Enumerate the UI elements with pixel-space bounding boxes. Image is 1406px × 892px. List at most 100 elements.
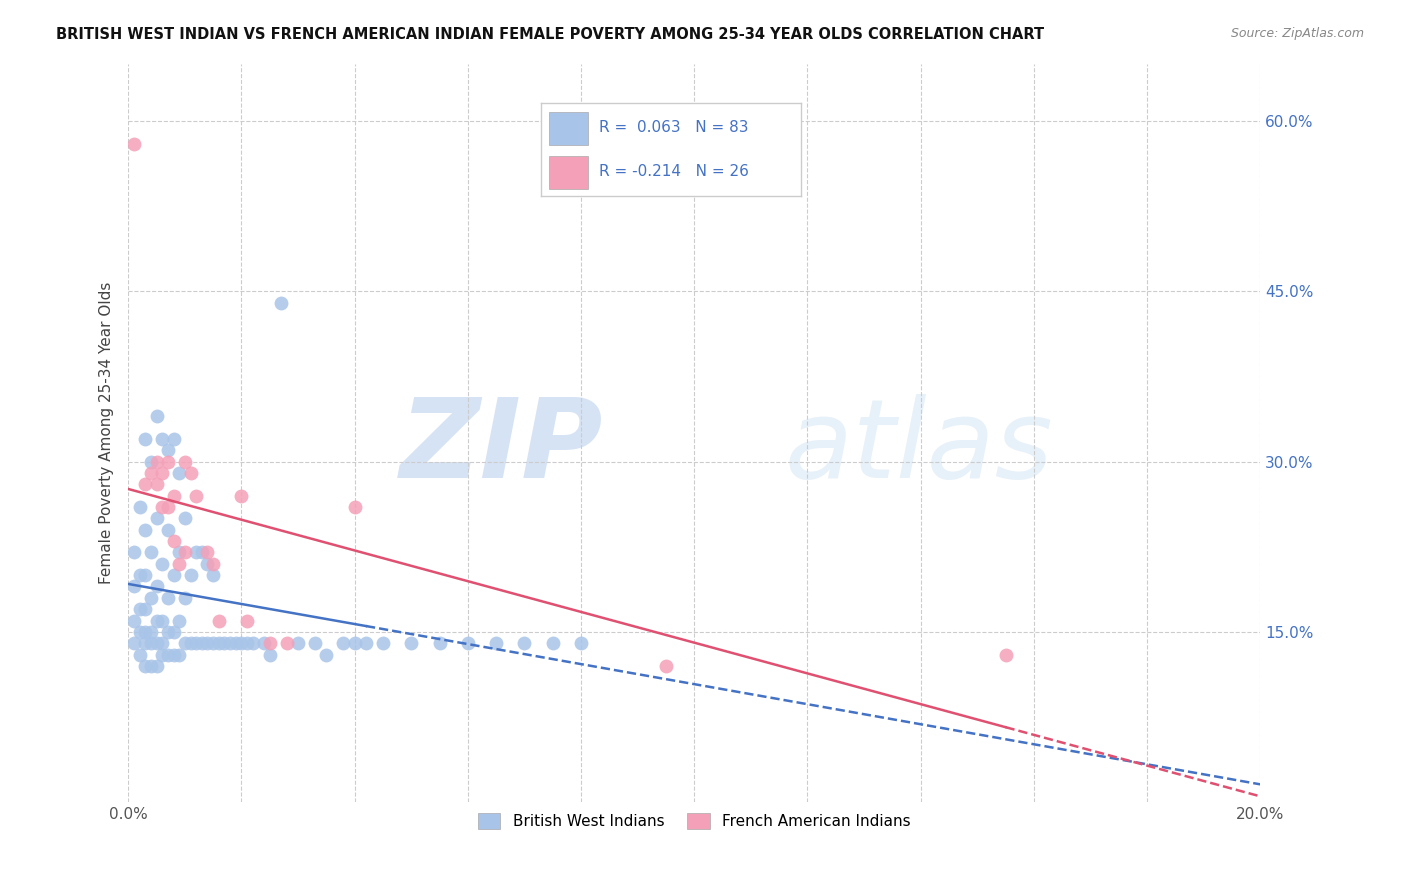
Point <box>332 636 354 650</box>
Point <box>134 568 156 582</box>
Point <box>167 466 190 480</box>
Point <box>134 659 156 673</box>
Point <box>304 636 326 650</box>
Point <box>167 614 190 628</box>
Point <box>162 489 184 503</box>
Point <box>122 579 145 593</box>
Point <box>231 489 253 503</box>
Point <box>236 636 259 650</box>
Point <box>134 636 156 650</box>
Point <box>150 614 173 628</box>
FancyBboxPatch shape <box>550 156 588 189</box>
Point <box>315 648 337 662</box>
Text: ZIP: ZIP <box>401 394 603 501</box>
Legend: British West Indians, French American Indians: British West Indians, French American In… <box>471 807 917 835</box>
Point <box>179 466 201 480</box>
Point <box>145 511 167 525</box>
Point <box>569 636 592 650</box>
Point <box>167 648 190 662</box>
Point <box>128 568 150 582</box>
Point <box>429 636 451 650</box>
Point <box>122 545 145 559</box>
Point <box>371 636 394 650</box>
Point <box>225 636 247 650</box>
Point <box>139 545 162 559</box>
Point <box>156 648 179 662</box>
Point <box>242 636 264 650</box>
Point <box>145 579 167 593</box>
Point <box>134 602 156 616</box>
Point <box>186 545 208 559</box>
Text: BRITISH WEST INDIAN VS FRENCH AMERICAN INDIAN FEMALE POVERTY AMONG 25-34 YEAR OL: BRITISH WEST INDIAN VS FRENCH AMERICAN I… <box>56 27 1045 42</box>
Point <box>401 636 423 650</box>
Point <box>253 636 276 650</box>
Point <box>128 624 150 639</box>
Point <box>156 454 179 468</box>
Point <box>156 591 179 605</box>
Text: Source: ZipAtlas.com: Source: ZipAtlas.com <box>1230 27 1364 40</box>
Point <box>186 636 208 650</box>
Point <box>139 466 162 480</box>
Point <box>150 432 173 446</box>
Point <box>145 659 167 673</box>
Point <box>202 636 225 650</box>
Point <box>134 477 156 491</box>
Point <box>208 636 231 650</box>
Point <box>139 659 162 673</box>
Point <box>139 454 162 468</box>
Point <box>139 591 162 605</box>
Point <box>134 624 156 639</box>
Text: R = -0.214   N = 26: R = -0.214 N = 26 <box>599 164 748 179</box>
Point <box>343 500 366 514</box>
Point <box>197 557 219 571</box>
Point <box>219 636 242 650</box>
Point <box>354 636 377 650</box>
Point <box>162 534 184 549</box>
Point <box>202 557 225 571</box>
Y-axis label: Female Poverty Among 25-34 Year Olds: Female Poverty Among 25-34 Year Olds <box>100 282 114 584</box>
Point <box>145 636 167 650</box>
Point <box>128 602 150 616</box>
Point <box>541 636 564 650</box>
Point <box>139 636 162 650</box>
Point <box>122 136 145 151</box>
Point <box>156 624 179 639</box>
Point <box>513 636 536 650</box>
Point <box>162 648 184 662</box>
Point <box>150 648 173 662</box>
Point <box>208 614 231 628</box>
Point <box>202 568 225 582</box>
Point <box>231 636 253 650</box>
Point <box>173 545 195 559</box>
Point <box>145 477 167 491</box>
Point <box>287 636 309 650</box>
Point <box>655 659 678 673</box>
Point <box>162 432 184 446</box>
Point <box>276 636 298 650</box>
Point <box>191 636 214 650</box>
Point <box>236 614 259 628</box>
Point <box>179 636 201 650</box>
Point <box>259 648 281 662</box>
FancyBboxPatch shape <box>550 112 588 145</box>
Point <box>122 614 145 628</box>
Point <box>214 636 236 650</box>
Point <box>150 636 173 650</box>
Point <box>150 466 173 480</box>
Point <box>173 591 195 605</box>
Point <box>162 568 184 582</box>
Point <box>156 523 179 537</box>
Text: R =  0.063   N = 83: R = 0.063 N = 83 <box>599 120 748 136</box>
Point <box>145 614 167 628</box>
Point <box>128 500 150 514</box>
Point <box>186 489 208 503</box>
Point <box>162 624 184 639</box>
Point <box>191 545 214 559</box>
Point <box>173 511 195 525</box>
Point <box>994 648 1017 662</box>
Point <box>150 557 173 571</box>
Point <box>122 636 145 650</box>
Point <box>134 523 156 537</box>
Point <box>485 636 508 650</box>
Point <box>145 454 167 468</box>
